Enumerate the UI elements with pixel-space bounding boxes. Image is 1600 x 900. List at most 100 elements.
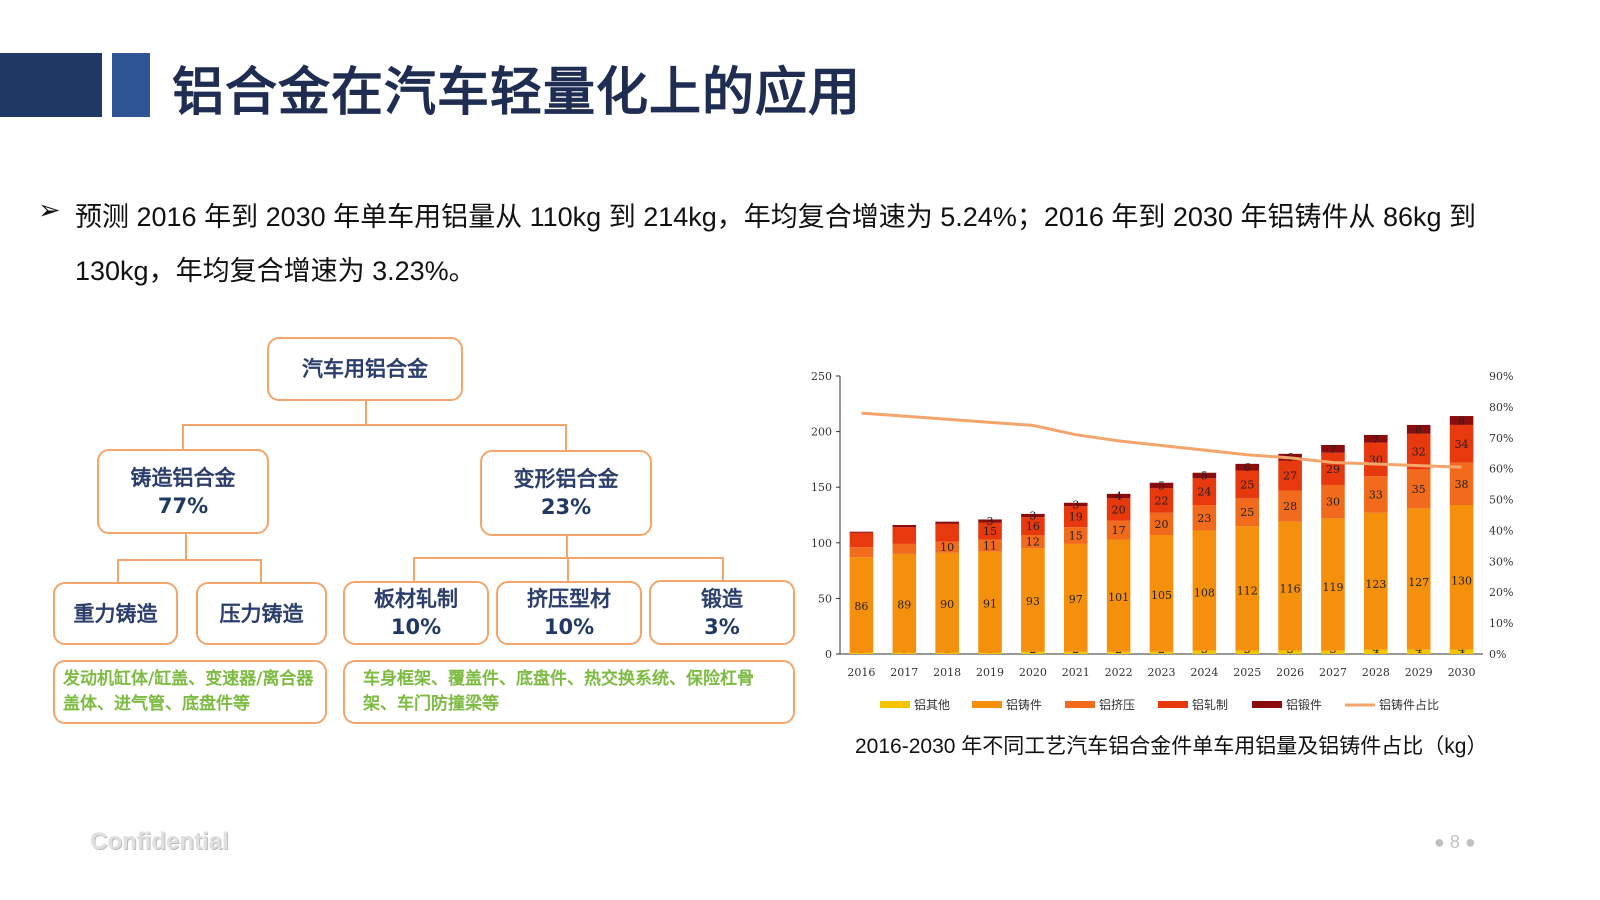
y2-tick-label: 60% (1489, 463, 1513, 476)
bar-segment (1063, 543, 1088, 652)
bar-segment (1149, 651, 1174, 654)
bar-segment (1192, 504, 1217, 531)
bar-segment (1321, 484, 1345, 519)
bar-data-label: 20 (1112, 503, 1126, 516)
bar-data-label: 7 (1372, 433, 1379, 446)
node-percent: 10% (543, 615, 595, 639)
x-tick-label: 2023 (1148, 666, 1176, 679)
chart-caption: 2016-2030 年不同工艺汽车铝合金件单车用铝量及铝铸件占比（kg） (855, 735, 1488, 758)
bar-segment (1192, 478, 1217, 505)
bar-segment (1321, 518, 1345, 651)
x-tick-label: 2022 (1105, 666, 1133, 679)
bar-data-label: 28 (1283, 500, 1297, 513)
bar-segment (1063, 502, 1088, 507)
bar-segment (1406, 649, 1431, 654)
bar-segment (1021, 517, 1045, 536)
bar-data-label: 12 (1026, 536, 1040, 549)
bar-segment (1406, 469, 1431, 509)
connector-line (565, 424, 567, 451)
bar-data-label: 15 (1069, 530, 1083, 543)
bar-segment (1235, 498, 1260, 527)
x-tick-label: 2020 (1019, 666, 1047, 679)
bar-segment (1192, 650, 1217, 654)
bar-segment (1021, 548, 1045, 652)
bar-data-label: 19 (1069, 511, 1083, 524)
bar-segment (1449, 504, 1474, 650)
applications-text: 车身框架、覆盖件、底盘件、热交换系统、保险杠骨架、车门防撞梁等 (363, 669, 754, 714)
node-percent: 3% (704, 614, 740, 639)
bar-segment (892, 525, 917, 528)
node-label: 变形铝合金 (513, 467, 619, 491)
bar-segment (1406, 433, 1431, 470)
node-forging: 锻造 3% (649, 580, 795, 645)
bar-data-label: 5 (1201, 470, 1208, 483)
legend-swatch (1252, 701, 1282, 708)
bar-data-label: 16 (1026, 520, 1040, 533)
bar-segment (1321, 444, 1345, 453)
node-pressure-casting: 压力铸造 (196, 582, 327, 645)
bar-segment (1449, 416, 1474, 425)
bar-data-label: 101 (1108, 591, 1129, 604)
bar-segment (978, 522, 1002, 540)
y-tick-label: 50 (818, 592, 832, 605)
x-tick-label: 2027 (1319, 666, 1347, 679)
node-percent: 10% (390, 615, 442, 639)
legend-label: 铝其他 (914, 697, 950, 712)
bar-segment (1149, 512, 1174, 536)
y2-tick-label: 40% (1489, 524, 1513, 537)
bar-data-label: 27 (1283, 470, 1297, 483)
y2-tick-label: 90% (1489, 370, 1513, 383)
connector-line (365, 400, 367, 425)
legend-label: 铝铸件占比 (1379, 697, 1439, 712)
y-tick-label: 100 (811, 537, 832, 550)
bar-data-label: 8 (1458, 414, 1465, 427)
y2-tick-label: 0% (1489, 648, 1506, 661)
bar-data-label: 89 (897, 598, 911, 611)
bar-segment (1106, 520, 1131, 540)
node-automotive-aluminum: 汽车用铝合金 (267, 337, 463, 401)
bar-segment (1278, 650, 1302, 654)
x-tick-label: 2026 (1276, 666, 1304, 679)
bar-data-label: 11 (983, 540, 997, 553)
node-label: 铸造铝合金 (130, 465, 236, 490)
x-tick-label: 2028 (1362, 666, 1390, 679)
connector-line (413, 557, 415, 582)
bar-segment (1192, 472, 1217, 479)
bar-segment (1235, 463, 1260, 471)
bar-segment (892, 553, 917, 653)
connector-line (182, 424, 184, 450)
bar-segment (1364, 476, 1388, 513)
y-tick-label: 150 (811, 481, 832, 494)
legend-label: 铝铸件 (1006, 697, 1042, 712)
bar-segment (1278, 521, 1302, 651)
applications-text: 发动机缸体/缸盖、变速器/离合器盖体、进气管、底盘件等 (63, 669, 314, 714)
legend-label: 铝挤压 (1099, 697, 1135, 712)
bar-segment (1364, 434, 1388, 443)
bar-data-label: 93 (1026, 595, 1040, 608)
bar-data-label: 32 (1412, 446, 1426, 459)
bar-data-label: 90 (940, 598, 954, 611)
bar-data-label: 6 (1244, 461, 1251, 474)
node-label: 挤压型材 (527, 587, 611, 611)
cast-applications-box: 发动机缸体/缸盖、变速器/离合器盖体、进气管、底盘件等 (53, 660, 327, 724)
page-number: ● 8 ● (1434, 832, 1476, 852)
y2-tick-label: 50% (1489, 494, 1513, 507)
bar-segment (935, 652, 959, 654)
x-tick-label: 2019 (976, 666, 1004, 679)
bar-data-label: 123 (1365, 578, 1386, 591)
bar-segment (849, 547, 874, 558)
bar-segment (1235, 650, 1260, 654)
bar-segment (1364, 649, 1388, 654)
bar-segment (1235, 526, 1260, 651)
bar-segment (1021, 513, 1045, 518)
bar-data-label: 33 (1369, 488, 1383, 501)
bar-data-label: 10 (940, 541, 954, 554)
header-accent-blue (112, 53, 150, 117)
bar-segment (892, 527, 917, 544)
y-tick-label: 250 (811, 370, 832, 383)
node-label: 锻造 (701, 586, 743, 611)
bar-segment (1449, 462, 1474, 505)
x-tick-label: 2029 (1405, 666, 1433, 679)
bar-segment (849, 532, 874, 548)
connector-line (117, 559, 261, 561)
